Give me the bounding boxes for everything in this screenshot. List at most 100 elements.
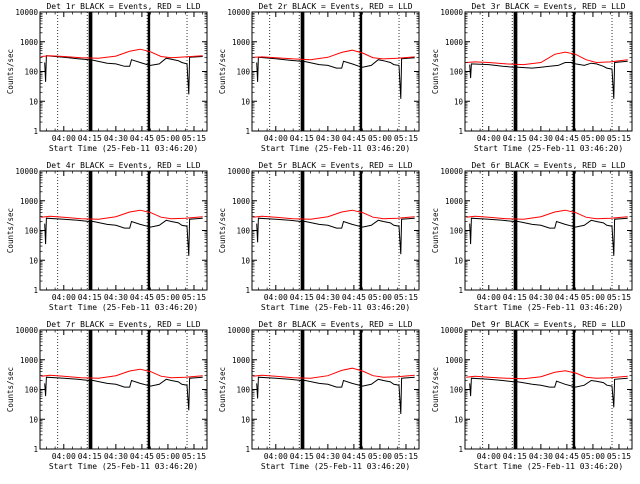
x-tick-label: 04:00 bbox=[52, 293, 76, 302]
y-tick-label: 1 bbox=[33, 286, 38, 295]
y-tick-label: 1000 bbox=[232, 38, 251, 47]
x-tick-label: 04:15 bbox=[290, 134, 314, 143]
detector-panel-5: Det 5r BLACK = Events, RED = LLD 1 10 100 10… bbox=[218, 161, 420, 312]
y-tick-label: 1 bbox=[245, 127, 250, 136]
x-tick-label: 05:15 bbox=[182, 134, 206, 143]
plot-frame bbox=[251, 11, 420, 132]
x-tick-label: 05:00 bbox=[156, 452, 180, 461]
panel-title: Det 3r BLACK = Events, RED = LLD bbox=[471, 2, 625, 11]
x-tick-label: 05:15 bbox=[182, 293, 206, 302]
x-axis-label: Start Time (25-Feb-11 03:46:20) bbox=[49, 462, 198, 471]
x-tick-label: 04:45 bbox=[342, 134, 366, 143]
x-tick-label: 05:00 bbox=[581, 134, 605, 143]
events-series-line bbox=[256, 376, 415, 415]
plot-frame bbox=[251, 170, 420, 291]
x-tick-label: 04:30 bbox=[104, 293, 128, 302]
x-tick-label: 04:15 bbox=[78, 452, 102, 461]
y-tick-label: 10 bbox=[241, 415, 251, 424]
y-tick-label: 100 bbox=[24, 227, 38, 236]
x-axis-label: Start Time (25-Feb-11 03:46:20) bbox=[474, 462, 623, 471]
plot-frame bbox=[39, 11, 208, 132]
detector-panel-3: Det 3r BLACK = Events, RED = LLD 1 10 100 10… bbox=[431, 2, 633, 153]
lld-series-line bbox=[41, 48, 203, 59]
y-tick-label: 10000 bbox=[15, 326, 38, 335]
lld-series-line bbox=[253, 209, 415, 220]
detector-panel-4: Det 4r BLACK = Events, RED = LLD 1 10 100 10… bbox=[6, 161, 208, 312]
x-tick-label: 04:30 bbox=[104, 452, 128, 461]
y-axis-label: Counts/sec bbox=[6, 49, 15, 94]
y-tick-label: 10000 bbox=[440, 8, 463, 17]
plot-frame bbox=[39, 329, 208, 450]
x-tick-label: 04:45 bbox=[130, 293, 154, 302]
x-tick-label: 05:00 bbox=[156, 134, 180, 143]
x-tick-label: 04:15 bbox=[503, 452, 527, 461]
y-tick-label: 10 bbox=[29, 415, 39, 424]
x-tick-label: 04:15 bbox=[503, 293, 527, 302]
y-tick-label: 1000 bbox=[20, 356, 39, 365]
plot-frame bbox=[39, 170, 208, 291]
y-axis-label: Counts/sec bbox=[6, 367, 15, 412]
x-tick-label: 05:00 bbox=[368, 293, 392, 302]
y-tick-label: 1000 bbox=[232, 356, 251, 365]
x-tick-label: 05:00 bbox=[581, 293, 605, 302]
events-series-line bbox=[256, 217, 415, 255]
x-tick-label: 04:30 bbox=[316, 293, 340, 302]
x-tick-label: 04:15 bbox=[78, 134, 102, 143]
y-tick-label: 100 bbox=[236, 68, 250, 77]
x-axis-label: Start Time (25-Feb-11 03:46:20) bbox=[49, 303, 198, 312]
lld-series-line bbox=[466, 51, 628, 66]
x-tick-label: 04:00 bbox=[477, 293, 501, 302]
y-tick-label: 10000 bbox=[440, 167, 463, 176]
y-tick-label: 1000 bbox=[445, 356, 464, 365]
y-tick-label: 100 bbox=[236, 227, 250, 236]
events-series-line bbox=[469, 377, 628, 408]
x-axis-label: Start Time (25-Feb-11 03:46:20) bbox=[261, 144, 410, 153]
x-tick-label: 05:15 bbox=[607, 134, 631, 143]
y-axis-label: Counts/sec bbox=[218, 208, 227, 253]
x-axis-label: Start Time (25-Feb-11 03:46:20) bbox=[261, 462, 410, 471]
x-axis-label: Start Time (25-Feb-11 03:46:20) bbox=[474, 303, 623, 312]
x-tick-label: 05:00 bbox=[368, 452, 392, 461]
y-tick-label: 10 bbox=[29, 256, 39, 265]
events-series-line bbox=[44, 55, 203, 95]
y-tick-label: 1000 bbox=[232, 197, 251, 206]
events-series-line bbox=[44, 217, 203, 256]
events-series-line bbox=[256, 56, 415, 99]
y-tick-label: 10000 bbox=[227, 326, 250, 335]
y-tick-label: 100 bbox=[24, 68, 38, 77]
x-tick-label: 04:00 bbox=[52, 134, 76, 143]
y-tick-label: 1 bbox=[245, 286, 250, 295]
y-tick-label: 10000 bbox=[227, 167, 250, 176]
panel-title: Det 2r BLACK = Events, RED = LLD bbox=[258, 2, 412, 11]
x-tick-label: 04:30 bbox=[104, 134, 128, 143]
x-tick-label: 04:45 bbox=[555, 452, 579, 461]
detector-panel-2: Det 2r BLACK = Events, RED = LLD 1 10 100 10… bbox=[218, 2, 420, 153]
x-tick-label: 04:00 bbox=[477, 452, 501, 461]
x-tick-label: 04:45 bbox=[342, 452, 366, 461]
y-tick-label: 100 bbox=[449, 68, 463, 77]
y-axis-label: Counts/sec bbox=[431, 208, 440, 253]
x-tick-label: 05:15 bbox=[182, 452, 206, 461]
plot-frame bbox=[464, 329, 633, 450]
y-tick-label: 10 bbox=[454, 415, 464, 424]
x-tick-label: 04:30 bbox=[529, 452, 553, 461]
y-tick-label: 10 bbox=[29, 97, 39, 106]
lld-series-line bbox=[466, 370, 628, 380]
x-tick-label: 05:15 bbox=[394, 452, 418, 461]
y-tick-label: 10000 bbox=[227, 8, 250, 17]
x-axis-label: Start Time (25-Feb-11 03:46:20) bbox=[261, 303, 410, 312]
x-tick-label: 04:00 bbox=[477, 134, 501, 143]
x-tick-label: 04:45 bbox=[130, 134, 154, 143]
panel-title: Det 1r BLACK = Events, RED = LLD bbox=[46, 2, 200, 11]
x-tick-label: 04:00 bbox=[264, 452, 288, 461]
x-tick-label: 04:45 bbox=[555, 134, 579, 143]
plot-frame bbox=[464, 170, 633, 291]
plot-frame bbox=[464, 11, 633, 132]
x-tick-label: 04:15 bbox=[78, 293, 102, 302]
x-tick-label: 05:00 bbox=[156, 293, 180, 302]
y-tick-label: 10000 bbox=[440, 326, 463, 335]
lld-series-line bbox=[41, 209, 203, 220]
y-tick-label: 1 bbox=[458, 127, 463, 136]
plot-frame bbox=[251, 329, 420, 450]
